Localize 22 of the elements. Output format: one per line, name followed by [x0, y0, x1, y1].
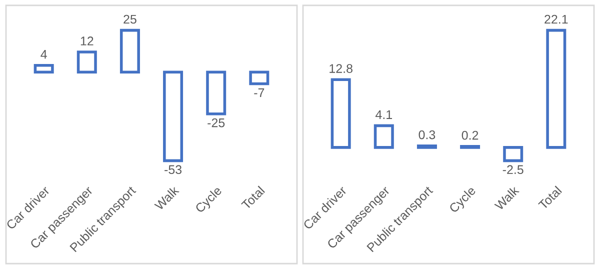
- data-label: 4: [40, 50, 47, 59]
- bar: [330, 78, 351, 149]
- data-label: -53: [164, 165, 182, 174]
- bar: [34, 64, 54, 74]
- bar: [163, 70, 184, 162]
- bar: [249, 70, 270, 86]
- bar: [503, 146, 524, 162]
- bar: [546, 28, 566, 149]
- bar: [120, 28, 140, 74]
- data-label: 25: [124, 14, 136, 24]
- data-label: -25: [208, 118, 225, 128]
- data-label: 22.1: [544, 14, 568, 24]
- bar: [76, 50, 97, 74]
- bar: [374, 124, 394, 149]
- data-label: 0.3: [418, 130, 436, 140]
- data-label: 12: [80, 36, 94, 46]
- data-label: 12.8: [330, 64, 352, 73]
- data-label: -7: [254, 88, 264, 98]
- data-label: 0.2: [462, 130, 478, 140]
- data-label: -2.5: [502, 165, 524, 174]
- data-label: 4.1: [376, 110, 392, 119]
- bar: [206, 70, 226, 116]
